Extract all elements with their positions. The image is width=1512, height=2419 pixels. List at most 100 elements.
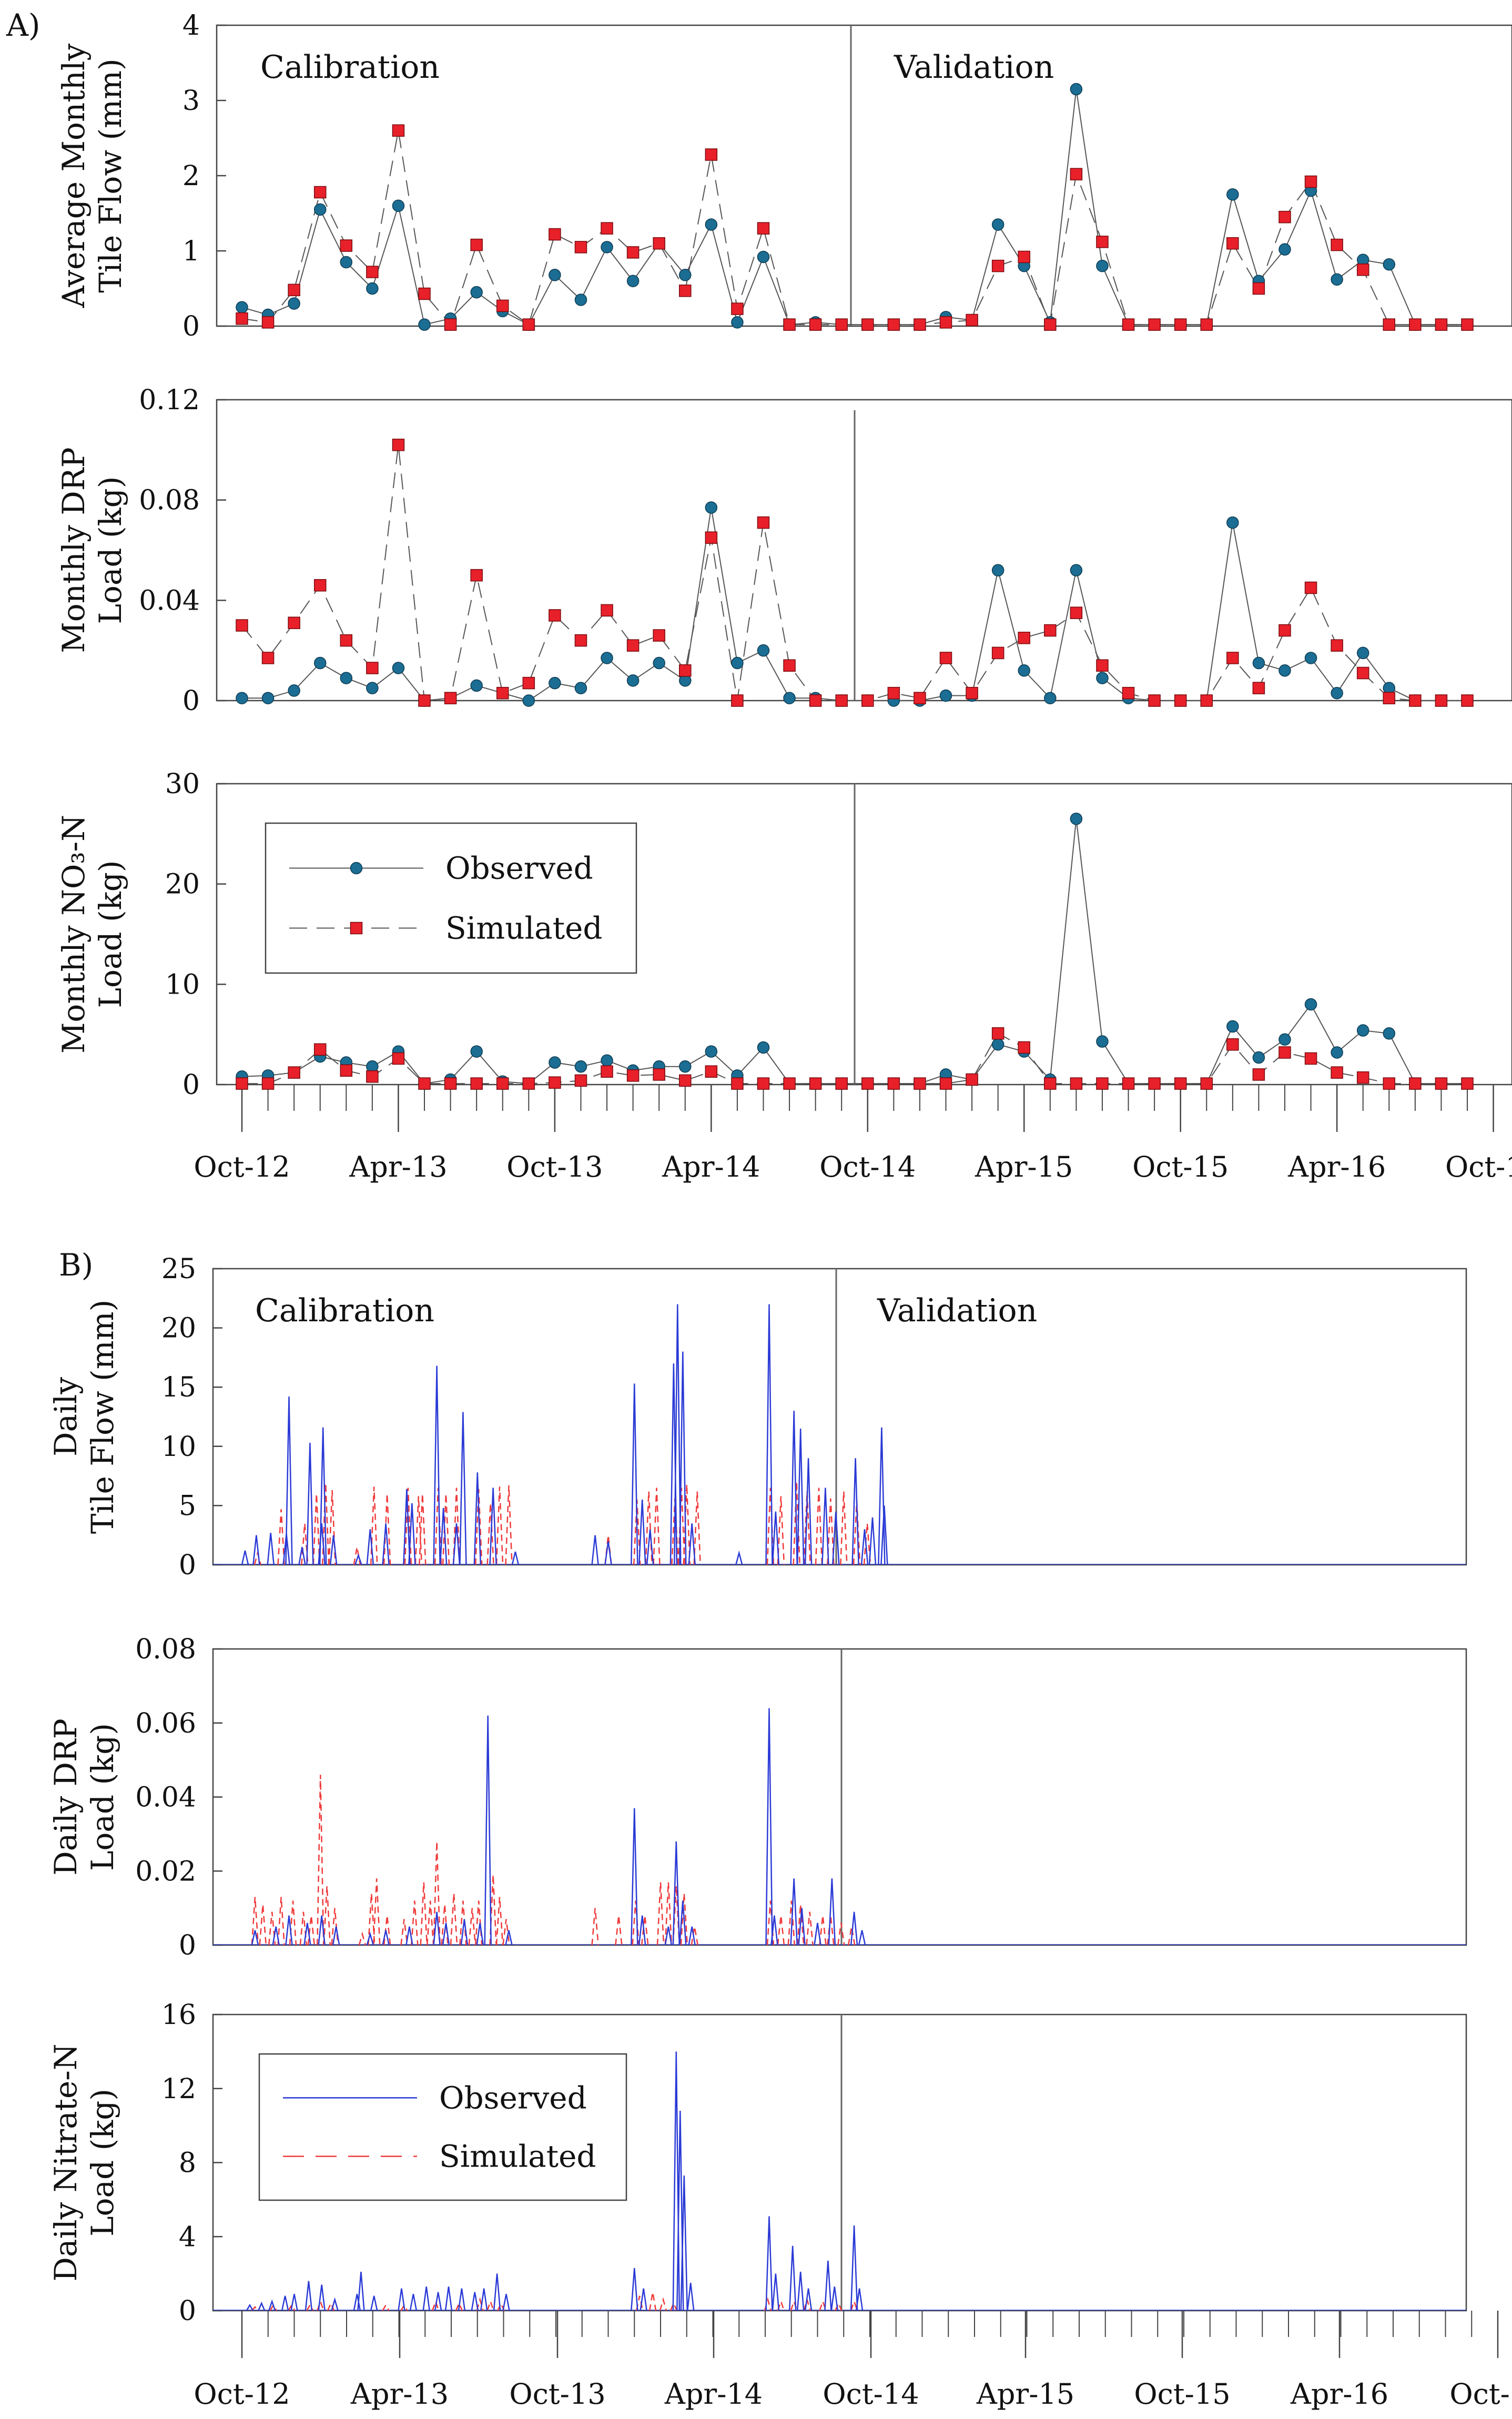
observed-point <box>366 682 379 694</box>
legend-observed-label: Observed <box>439 2080 587 2116</box>
observed-spike <box>458 2288 466 2311</box>
simulated-point <box>653 1068 665 1081</box>
simulated-point <box>261 316 275 329</box>
observed-point <box>679 1060 692 1073</box>
simulated-point <box>549 609 561 622</box>
observed-spike <box>471 2292 479 2311</box>
observed-spike <box>442 1922 450 1946</box>
observed-spike <box>473 1472 482 1565</box>
observed-point <box>991 564 1004 576</box>
section-b-label: B) <box>59 1247 93 1283</box>
simulated-point <box>1409 694 1422 707</box>
simulated-point <box>861 318 874 331</box>
simulated-spike <box>827 1498 835 1565</box>
simulated-point <box>835 318 848 331</box>
observed-point <box>705 501 718 514</box>
simulated-point <box>1096 236 1109 248</box>
y-tick-label: 0.04 <box>135 1782 196 1814</box>
y-tick-label: 0.08 <box>135 1634 196 1665</box>
simulated-point <box>366 266 379 278</box>
legend-observed-marker <box>350 862 363 875</box>
simulated-point <box>574 634 587 647</box>
simulated-spike <box>591 1908 599 1946</box>
simulated-spike <box>442 1493 450 1565</box>
simulated-spike <box>486 2299 494 2311</box>
simulated-spike <box>474 1489 483 1565</box>
simulated-point <box>1070 168 1083 180</box>
simulated-point <box>444 1077 457 1090</box>
y-tick-label: 8 <box>179 2148 196 2179</box>
observed-point <box>340 256 353 269</box>
observed-spike <box>855 2288 864 2311</box>
y-tick-label: 0.06 <box>135 1708 196 1739</box>
simulated-point <box>653 629 665 642</box>
observed-point <box>392 662 405 674</box>
observed-point <box>236 301 248 313</box>
simulated-spike <box>321 1483 330 1565</box>
simulated-point <box>366 662 379 674</box>
y-tick-label: 20 <box>161 1313 196 1344</box>
simulated-point <box>966 313 978 327</box>
simulated-point <box>626 639 640 652</box>
observed-point <box>1331 1046 1343 1059</box>
observed-spike <box>403 1489 411 1565</box>
observed-point <box>470 286 483 299</box>
simulated-spike <box>837 1922 845 1946</box>
calibration-label: Calibration <box>260 49 440 86</box>
simulated-spike <box>648 2292 657 2311</box>
simulated-spike <box>693 1491 701 1565</box>
y-axis-title: Daily DRPLoad (kg) <box>48 1718 120 1876</box>
observed-spike <box>439 1507 448 1565</box>
x-tick-label: Oct-15 <box>1132 1150 1229 1183</box>
simulated-point <box>1409 1077 1422 1090</box>
simulated-point <box>236 619 248 632</box>
y-tick-label: 1 <box>182 236 200 267</box>
observed-spike <box>484 1715 492 1946</box>
simulated-point <box>887 318 900 331</box>
observed-spike <box>298 1546 306 1565</box>
y-axis-title: Monthly NO₃-NLoad (kg) <box>56 815 128 1054</box>
x-tick-label: Oct-14 <box>823 2377 919 2411</box>
simulated-point <box>1226 652 1239 664</box>
y-axis-title-line: Monthly DRP <box>56 447 92 653</box>
observed-point <box>783 692 796 704</box>
legend-observed-label: Observed <box>445 851 593 886</box>
x-tick-label: Apr-16 <box>1290 2377 1388 2411</box>
observed-point <box>626 275 640 287</box>
simulated-point <box>1252 282 1265 295</box>
y-tick-label: 15 <box>161 1372 196 1403</box>
simulated-point <box>496 686 509 700</box>
x-tick-label: Apr-16 <box>1287 1150 1386 1183</box>
observed-point <box>1252 656 1265 670</box>
observed-spike <box>858 1930 866 1946</box>
observed-point <box>601 1054 613 1067</box>
simulated-point <box>549 1076 561 1089</box>
simulated-spike <box>312 1493 321 1565</box>
simulated-point <box>601 604 613 617</box>
observed-spike <box>804 1458 813 1565</box>
observed-spike <box>631 1383 638 1565</box>
simulated-point <box>261 1077 275 1090</box>
observed-point <box>757 1041 770 1054</box>
observed-spike <box>434 2292 442 2311</box>
simulated-point <box>1461 1077 1474 1090</box>
simulated-spike <box>777 1496 785 1565</box>
chart-monthly-drp: 0 0.04 0.08 0.12 Monthly DRPLoad (kg) <box>56 384 1512 717</box>
observed-spike <box>511 1551 520 1565</box>
observed-point <box>1070 83 1083 96</box>
x-tick-label: Oct-16 <box>1449 2377 1512 2411</box>
simulated-point <box>887 686 900 700</box>
observed-spike <box>788 2245 797 2311</box>
observed-spike <box>814 1922 821 1946</box>
observed-point <box>1252 1051 1265 1064</box>
simulated-point <box>340 239 353 252</box>
observed-spike <box>832 1511 840 1565</box>
observed-spike <box>382 1523 390 1565</box>
simulated-point <box>991 259 1004 272</box>
simulated-point <box>1018 632 1030 644</box>
simulated-point <box>1331 238 1343 251</box>
observed-spike <box>688 1926 696 1946</box>
observed-spike <box>735 1550 743 1565</box>
simulated-point <box>1252 1068 1265 1081</box>
simulated-spike <box>331 1908 339 1946</box>
